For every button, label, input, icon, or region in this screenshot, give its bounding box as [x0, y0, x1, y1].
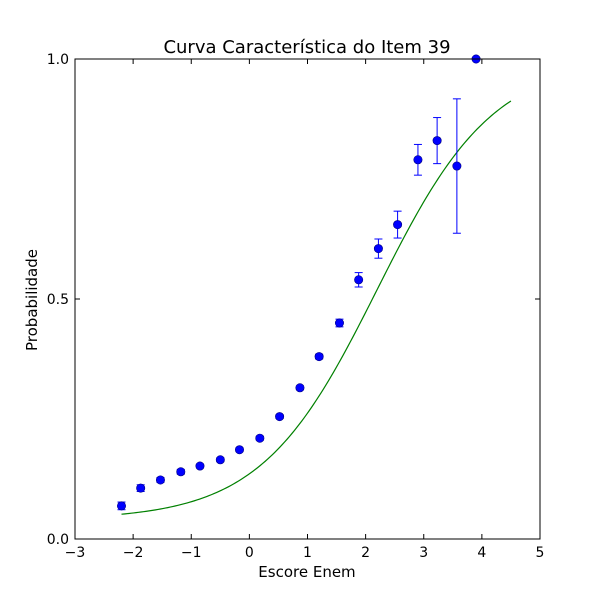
fitted-curve-line [121, 100, 512, 515]
x-tick-label: −3 [65, 545, 86, 561]
data-point [452, 161, 462, 171]
plot-area: −3 −2 −1 0 1 2 3 4 5 0.0 0.5 1.0 [47, 52, 545, 561]
x-axis-label: Escore Enem [258, 563, 355, 581]
data-point [334, 318, 344, 328]
y-tick-label: 0.0 [47, 532, 69, 548]
data-point [275, 412, 285, 422]
data-point [314, 352, 324, 362]
x-tick-label: 5 [536, 545, 545, 561]
data-point [255, 433, 265, 443]
data-point [432, 136, 442, 146]
data-point [117, 501, 127, 511]
data-point [393, 220, 403, 230]
data-point [215, 455, 225, 465]
data-point [413, 155, 423, 165]
x-tick-label: 2 [361, 545, 370, 561]
data-point [176, 467, 186, 477]
data-point [373, 244, 383, 254]
x-tick-label: 1 [303, 545, 312, 561]
data-point [234, 445, 244, 455]
y-axis-label: Probabilidade [23, 249, 41, 351]
y-tick-label: 0.5 [47, 292, 69, 308]
x-tick-label: −2 [123, 545, 144, 561]
x-tick-label: 0 [245, 545, 254, 561]
x-tick-label: −1 [181, 545, 202, 561]
data-point [295, 383, 305, 393]
chart-title: Curva Característica do Item 39 [163, 37, 450, 58]
data-point [155, 475, 165, 485]
x-tick-label: 4 [477, 545, 486, 561]
x-tick-label: 3 [419, 545, 428, 561]
y-tick-label: 1.0 [47, 52, 69, 68]
data-point [354, 275, 364, 285]
data-point [195, 461, 205, 471]
data-point [136, 483, 146, 493]
